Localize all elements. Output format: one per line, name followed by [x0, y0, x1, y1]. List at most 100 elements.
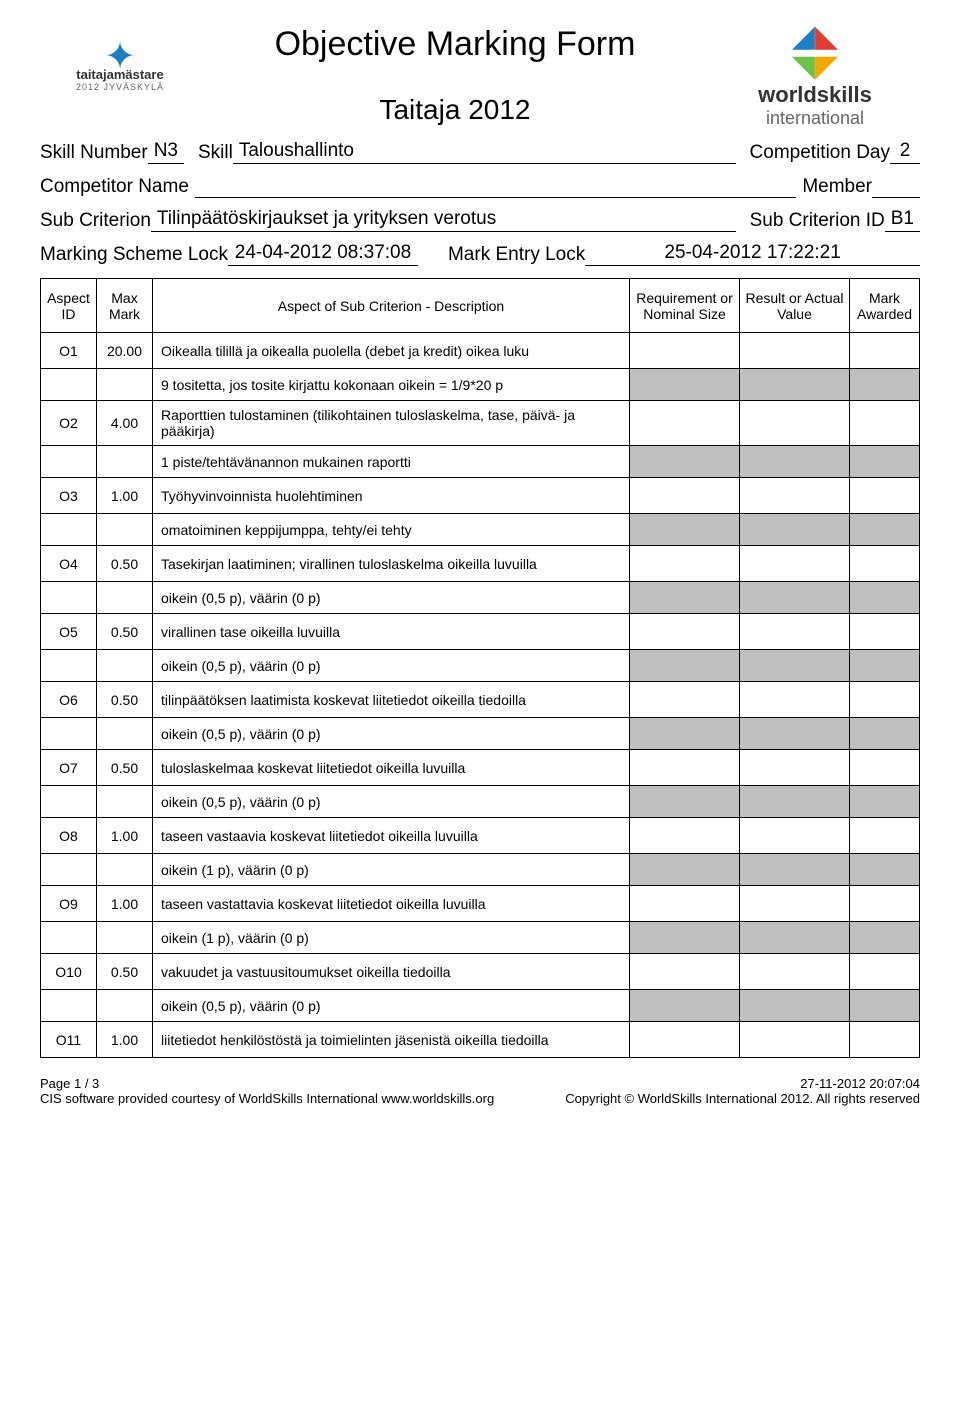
cell-mark[interactable]: [850, 682, 920, 718]
cell-mark[interactable]: [850, 886, 920, 922]
logo-right-line2: international: [766, 108, 864, 128]
cell-id: [41, 514, 97, 546]
logo-left-line2: 2012 JYVÄSKYLÄ: [76, 82, 164, 92]
cell-req[interactable]: [630, 886, 740, 922]
footer-credit: CIS software provided courtesy of WorldS…: [40, 1091, 494, 1106]
competitor-field[interactable]: [195, 178, 796, 198]
cell-res[interactable]: [740, 333, 850, 369]
cell-req[interactable]: [630, 682, 740, 718]
cell-mark[interactable]: [850, 333, 920, 369]
cell-res[interactable]: [740, 614, 850, 650]
cell-res[interactable]: [740, 478, 850, 514]
cell-req[interactable]: [630, 954, 740, 990]
cell-req[interactable]: [630, 401, 740, 446]
cell-mark: [850, 990, 920, 1022]
table-row: O91.00taseen vastattavia koskevat liitet…: [41, 886, 920, 922]
cell-req[interactable]: [630, 478, 740, 514]
cell-res[interactable]: [740, 954, 850, 990]
cell-res[interactable]: [740, 1022, 850, 1058]
cell-req: [630, 990, 740, 1022]
cell-desc: Tasekirjan laatiminen; virallinen tulosl…: [153, 546, 630, 582]
cell-mark[interactable]: [850, 546, 920, 582]
cell-mark: [850, 582, 920, 614]
skill-number: N3: [148, 140, 184, 164]
table-row: oikein (0,5 p), väärin (0 p): [41, 718, 920, 750]
cell-desc: 9 tositetta, jos tosite kirjattu kokonaa…: [153, 369, 630, 401]
th-mark: Mark Awarded: [850, 279, 920, 333]
footer: Page 1 / 3 CIS software provided courtes…: [40, 1076, 920, 1106]
cell-req: [630, 650, 740, 682]
member-label: Member: [802, 176, 872, 198]
skill-value: Taloushallinto: [233, 140, 736, 164]
cell-mark: [850, 922, 920, 954]
table-row: O31.00Työhyvinvoinnista huolehtiminen: [41, 478, 920, 514]
table-row: O111.00liitetiedot henkilöstöstä ja toim…: [41, 1022, 920, 1058]
cell-req[interactable]: [630, 818, 740, 854]
cell-res[interactable]: [740, 886, 850, 922]
cell-req[interactable]: [630, 546, 740, 582]
cell-res[interactable]: [740, 401, 850, 446]
cell-desc: oikein (0,5 p), väärin (0 p): [153, 990, 630, 1022]
cell-req: [630, 514, 740, 546]
skill-label: Skill: [198, 142, 233, 164]
cell-mark[interactable]: [850, 750, 920, 786]
cell-id: O2: [41, 401, 97, 446]
table-row: O60.50tilinpäätöksen laatimista koskevat…: [41, 682, 920, 718]
cell-res[interactable]: [740, 546, 850, 582]
cell-id: [41, 990, 97, 1022]
cell-id: [41, 786, 97, 818]
cell-req[interactable]: [630, 750, 740, 786]
cell-max: [97, 786, 153, 818]
cell-req: [630, 854, 740, 886]
logo-left: ✦ taitajamästare 2012 JYVÄSKYLÄ: [40, 20, 200, 120]
subcrit-id: B1: [885, 208, 920, 232]
cell-res: [740, 990, 850, 1022]
cell-mark: [850, 369, 920, 401]
table-row: oikein (0,5 p), väärin (0 p): [41, 650, 920, 682]
table-row: oikein (1 p), väärin (0 p): [41, 854, 920, 886]
subcrit-id-label: Sub Criterion ID: [750, 210, 885, 232]
cell-req[interactable]: [630, 614, 740, 650]
cell-mark: [850, 718, 920, 750]
cell-desc: taseen vastaavia koskevat liitetiedot oi…: [153, 818, 630, 854]
table-row: O40.50Tasekirjan laatiminen; virallinen …: [41, 546, 920, 582]
footer-copyright: Copyright © WorldSkills International 20…: [565, 1091, 920, 1106]
meta-block: Skill Number N3 Skill Taloushallinto Com…: [40, 140, 920, 266]
comp-day-label: Competition Day: [750, 142, 890, 164]
cell-res: [740, 786, 850, 818]
logo-right-line1: worldskills: [758, 82, 872, 107]
cell-mark[interactable]: [850, 1022, 920, 1058]
cell-req[interactable]: [630, 333, 740, 369]
cell-res[interactable]: [740, 682, 850, 718]
cell-mark[interactable]: [850, 818, 920, 854]
th-max: Max Mark: [97, 279, 153, 333]
cell-desc: tilinpäätöksen laatimista koskevat liite…: [153, 682, 630, 718]
cell-mark[interactable]: [850, 401, 920, 446]
table-row: O24.00Raporttien tulostaminen (tilikohta…: [41, 401, 920, 446]
lock1-value: 24-04-2012 08:37:08: [228, 242, 418, 266]
cell-res[interactable]: [740, 818, 850, 854]
cell-desc: omatoiminen keppijumppa, tehty/ei tehty: [153, 514, 630, 546]
member-field[interactable]: [872, 174, 920, 198]
cell-id: O3: [41, 478, 97, 514]
cell-desc: oikein (0,5 p), väärin (0 p): [153, 786, 630, 818]
cell-mark[interactable]: [850, 478, 920, 514]
cell-max: [97, 854, 153, 886]
cell-id: O9: [41, 886, 97, 922]
table-row: oikein (1 p), väärin (0 p): [41, 922, 920, 954]
cell-mark[interactable]: [850, 954, 920, 990]
cell-res: [740, 854, 850, 886]
cell-desc: taseen vastattavia koskevat liitetiedot …: [153, 886, 630, 922]
cell-res[interactable]: [740, 750, 850, 786]
cell-req[interactable]: [630, 1022, 740, 1058]
footer-timestamp: 27-11-2012 20:07:04: [565, 1076, 920, 1091]
cell-max: [97, 369, 153, 401]
cell-desc: oikein (1 p), väärin (0 p): [153, 922, 630, 954]
page-subtitle: Taitaja 2012: [200, 94, 710, 126]
cell-max: [97, 650, 153, 682]
cell-desc: tuloslaskelmaa koskevat liitetiedot oike…: [153, 750, 630, 786]
cell-max: [97, 514, 153, 546]
table-row: O70.50tuloslaskelmaa koskevat liitetiedo…: [41, 750, 920, 786]
cell-mark[interactable]: [850, 614, 920, 650]
cell-id: O7: [41, 750, 97, 786]
